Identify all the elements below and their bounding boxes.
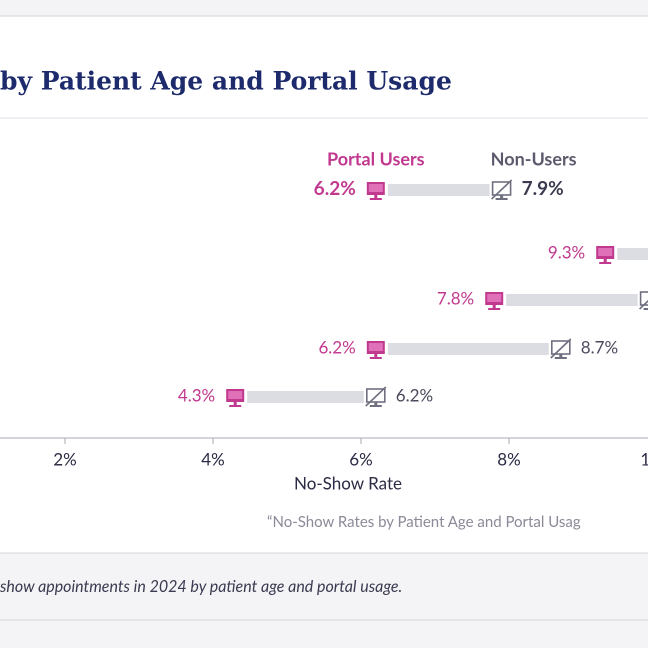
cross	[491, 179, 513, 200]
screen	[228, 391, 243, 399]
screen	[598, 248, 613, 256]
cross	[365, 386, 387, 407]
value-label: 7.9%	[522, 177, 564, 200]
value-label: 6.2%	[314, 177, 356, 200]
non-user-marker	[637, 289, 648, 311]
value-label: 4.3%	[178, 384, 215, 405]
user-marker	[363, 338, 388, 360]
caption: show appointments in 2024 by patient age…	[0, 577, 402, 596]
x-tick-label: 2%	[53, 448, 77, 469]
monitor	[639, 291, 648, 306]
value-label: 6.2%	[318, 336, 355, 357]
stand	[374, 195, 378, 198]
stand	[559, 354, 563, 357]
screen	[368, 184, 383, 192]
value-label: 7.8%	[437, 287, 474, 308]
stand	[492, 305, 496, 308]
value-label: 9.3%	[548, 241, 585, 262]
cross	[550, 338, 572, 359]
source: “No-Show Rates by Patient Age and Portal…	[267, 513, 581, 531]
stand	[500, 195, 504, 198]
screen	[368, 343, 383, 351]
card	[0, 15, 648, 554]
base	[599, 262, 612, 264]
base	[554, 357, 567, 359]
stand	[603, 259, 607, 262]
value-label: 8.7%	[581, 336, 618, 357]
cross	[639, 299, 648, 310]
range-bar	[375, 343, 561, 355]
user-marker	[593, 243, 618, 265]
base	[488, 308, 501, 310]
base	[495, 198, 508, 200]
user-marker	[363, 179, 388, 201]
chart-title: by Patient Age and Portal Usage	[0, 67, 452, 96]
base	[369, 198, 382, 200]
stand	[374, 354, 378, 357]
stand	[233, 402, 237, 405]
stand	[374, 402, 378, 405]
base	[229, 405, 242, 407]
screen	[487, 294, 502, 302]
base	[369, 357, 382, 359]
non-user-marker	[363, 386, 388, 408]
x-axis-label: No-Show Rate	[294, 472, 402, 493]
legend-label: Portal Users	[327, 148, 425, 170]
x-tick-label: 6%	[349, 448, 373, 469]
range-bar	[375, 184, 502, 196]
base	[369, 405, 382, 407]
base	[643, 308, 648, 310]
legend-label: Non-Users	[491, 148, 577, 170]
range-bar	[235, 391, 376, 403]
range-bar	[494, 294, 648, 306]
user-marker	[223, 386, 248, 408]
non-user-marker	[548, 338, 573, 360]
x-tick-label: 10%	[640, 448, 648, 469]
value-label: 6.2%	[396, 384, 433, 405]
x-tick-label: 4%	[201, 448, 225, 469]
non-user-marker	[489, 179, 514, 201]
x-tick-label: 8%	[497, 448, 521, 469]
user-marker	[482, 289, 507, 311]
marker-bg	[637, 289, 648, 311]
